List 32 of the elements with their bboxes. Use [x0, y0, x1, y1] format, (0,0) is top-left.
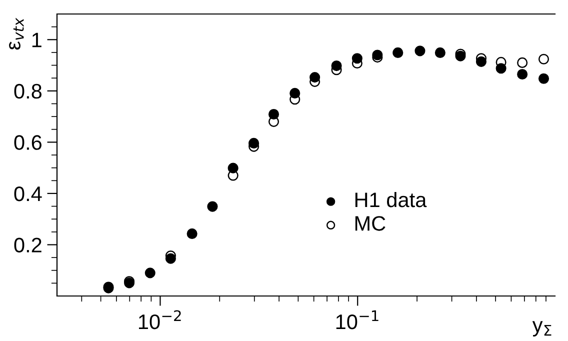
point [144, 268, 156, 278]
y-tick-label: 0.4 [14, 186, 42, 202]
y-tick-label: 1 [32, 32, 42, 48]
point [228, 162, 238, 174]
point [290, 88, 300, 98]
point [517, 68, 528, 80]
legend-label: H1 data [355, 192, 427, 208]
y-tick-label: 0.8 [14, 84, 42, 99]
point [352, 53, 362, 64]
point [517, 57, 528, 68]
y-tick-label: 0.6 [14, 135, 42, 150]
point [310, 72, 320, 83]
x-axis-title: y$_{Σ}$ [532, 321, 552, 336]
point [538, 73, 550, 84]
point [414, 46, 426, 56]
x-tick-label: 10$^{−2}$ [138, 310, 181, 330]
point [434, 47, 446, 58]
point [268, 108, 280, 120]
point [331, 60, 342, 72]
y-axis-title: ε$_{vtx}$ [9, 18, 24, 50]
point [186, 228, 198, 239]
point [496, 63, 506, 74]
point [392, 47, 404, 58]
y-tick-label: 0.2 [14, 238, 42, 252]
point [207, 201, 218, 212]
point [165, 253, 176, 264]
point [372, 50, 383, 60]
legend-label: MC [355, 216, 386, 231]
point [476, 56, 487, 67]
x-tick-label: 10$^{−1}$ [336, 310, 378, 330]
point [248, 138, 260, 148]
point [538, 54, 550, 64]
